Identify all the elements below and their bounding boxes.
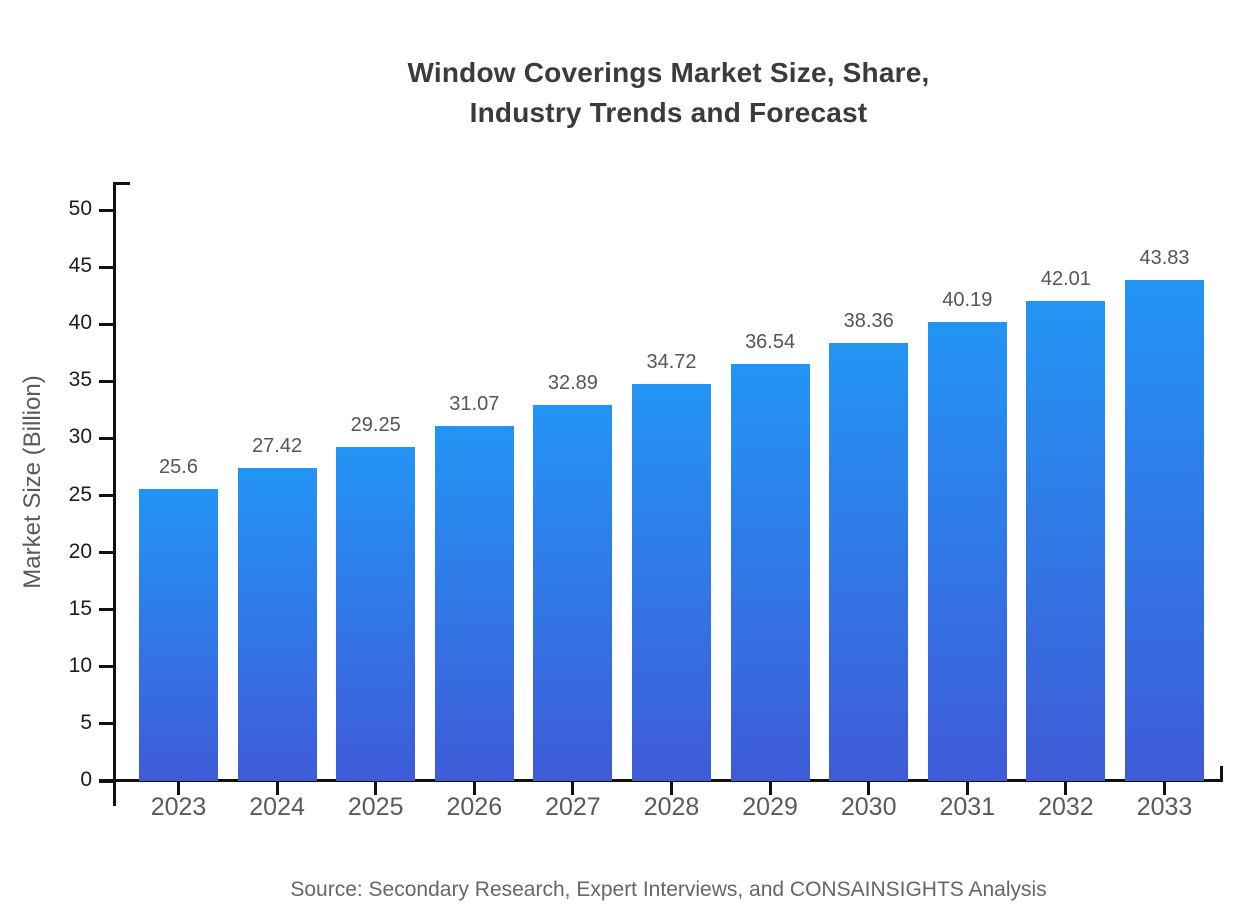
- bar-value-label: 36.54: [745, 330, 796, 353]
- y-axis-tick-label: 35: [68, 368, 92, 392]
- y-axis-tick-label: 20: [68, 539, 92, 563]
- x-axis-tick: [275, 782, 279, 795]
- chart-title-line2: Industry Trends and Forecast: [469, 97, 868, 128]
- chart-title-line1: Window Coverings Market Size, Share,: [407, 57, 930, 88]
- bar-2029: [730, 363, 810, 781]
- y-axis-tick-label: 45: [68, 254, 92, 278]
- y-axis-tick-label: 0: [80, 768, 92, 791]
- bar-2024: [237, 467, 317, 781]
- x-axis-tick-label: 2030: [840, 793, 897, 821]
- bar-value-label: 29.25: [350, 413, 401, 436]
- x-axis-tick-label: 2026: [446, 793, 503, 821]
- bar-value-label: 40.19: [942, 289, 993, 312]
- bar-2026: [434, 426, 514, 781]
- bar-value-label: 43.83: [1139, 247, 1190, 270]
- bar-2027: [533, 405, 613, 781]
- x-axis-tick-label: 2023: [150, 793, 207, 821]
- y-axis-tick-label: 40: [68, 311, 92, 335]
- y-axis-tick: [99, 551, 115, 555]
- y-axis-tick-label: 10: [68, 653, 92, 677]
- x-axis-right-cap: [1220, 766, 1223, 782]
- x-axis-tick-label: 2029: [742, 793, 798, 821]
- bar-value-label: 27.42: [252, 434, 303, 457]
- chart-title: Window Coverings Market Size, Share, Ind…: [115, 53, 1222, 133]
- bar-value-label: 34.72: [646, 351, 697, 374]
- bar-value-label: 25.6: [159, 455, 198, 478]
- x-axis-tick: [571, 782, 575, 795]
- x-axis-tick-label: 2028: [643, 793, 700, 821]
- bar-2028: [632, 384, 711, 781]
- x-axis-tick-label: 2027: [545, 793, 601, 821]
- y-axis-tick: [99, 265, 115, 269]
- bar-2025: [336, 446, 416, 781]
- x-axis-tick: [965, 782, 969, 795]
- bar-2031: [927, 322, 1007, 781]
- source-note: Source: Secondary Research, Expert Inter…: [290, 878, 1047, 901]
- bar-value-label: 32.89: [547, 372, 598, 395]
- x-axis-tick-label: 2025: [347, 793, 404, 821]
- y-axis-tick: [99, 379, 115, 383]
- x-axis-tick: [472, 782, 476, 795]
- x-axis-tick-label: 2031: [939, 793, 996, 821]
- bar-value-label: 31.07: [449, 393, 500, 416]
- x-axis-tick: [867, 782, 871, 795]
- x-axis-tick-label: 2024: [249, 793, 305, 821]
- x-axis-tick: [670, 782, 673, 795]
- y-axis-tick: [99, 608, 115, 612]
- x-axis-tick: [1064, 782, 1068, 795]
- y-axis-tick: [99, 208, 115, 212]
- x-axis-tick-label: 2032: [1038, 793, 1094, 821]
- y-axis-tick-label: 30: [68, 425, 92, 449]
- x-axis-tick: [1163, 782, 1166, 795]
- bar-value-label: 38.36: [843, 309, 894, 332]
- y-axis-tick-label: 25: [68, 482, 92, 506]
- y-axis-tick: [99, 322, 115, 326]
- bar-2033: [1125, 280, 1204, 781]
- x-axis-tick: [177, 782, 180, 795]
- y-axis-tick: [99, 665, 115, 669]
- bar-2030: [829, 342, 909, 781]
- bar-2032: [1026, 301, 1106, 781]
- bar-2023: [139, 488, 218, 781]
- y-axis-top-cap: [113, 182, 130, 185]
- y-axis-tick-label: 15: [68, 596, 92, 620]
- y-axis-tick-label: 50: [68, 197, 92, 220]
- bar-value-label: 42.01: [1040, 268, 1091, 291]
- x-axis-tick-label: 2033: [1136, 793, 1193, 821]
- y-axis-tick: [99, 779, 115, 783]
- x-axis-tick: [374, 782, 378, 795]
- y-axis-tick: [99, 494, 115, 497]
- y-axis-tick-label: 5: [80, 710, 92, 734]
- y-axis-tick: [99, 436, 115, 440]
- y-axis-tick: [99, 722, 115, 726]
- x-axis-tick: [768, 782, 772, 795]
